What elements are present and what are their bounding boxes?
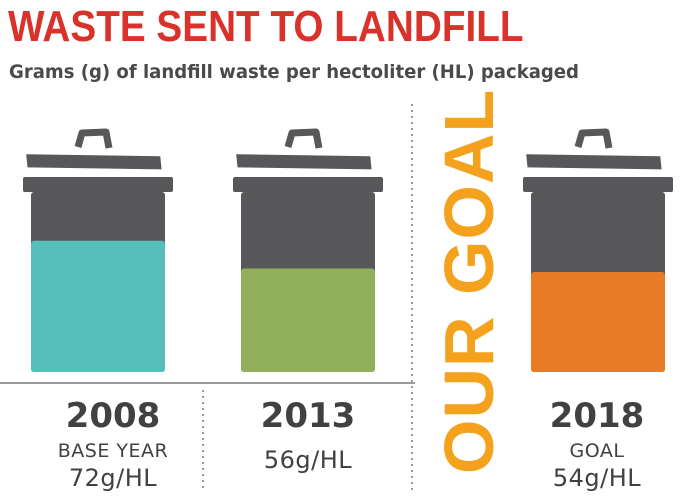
category-label-2018: 2018 <box>549 396 645 436</box>
category-sublabel-2008: BASE YEAR <box>57 440 169 462</box>
can-base-2018 <box>531 366 665 372</box>
can-lid-2018 <box>526 154 662 170</box>
can-rim-2018 <box>523 177 673 192</box>
can-rim-2013 <box>233 177 383 192</box>
bar-fill-2013 <box>241 268 375 372</box>
value-label-2018: 54g/HL <box>552 464 642 492</box>
can-lid-handle-2018 <box>574 128 613 149</box>
category-label-2013: 2013 <box>260 396 356 436</box>
value-label-2008: 72g/HL <box>68 464 158 492</box>
can-lid-2008 <box>26 154 162 170</box>
can-rim-2008 <box>23 177 173 192</box>
value-label-2013: 56g/HL <box>263 446 353 474</box>
can-lid-handle-2013 <box>284 128 323 149</box>
can-base-2008 <box>31 366 165 372</box>
bar-fill-2018 <box>531 272 665 372</box>
can-base-2013 <box>241 366 375 372</box>
our-goal-label: OUR GOAL <box>430 88 508 474</box>
can-lid-handle-2008 <box>74 128 113 149</box>
bar-fill-2008 <box>31 240 165 372</box>
category-label-2008: 2008 <box>65 396 161 436</box>
chart-subtitle: Grams (g) of landfill waste per hectolit… <box>9 61 579 83</box>
chart-title: WASTE SENT TO LANDFILL <box>8 2 524 51</box>
category-sublabel-2018: GOAL <box>569 440 625 462</box>
can-lid-2013 <box>236 154 372 170</box>
